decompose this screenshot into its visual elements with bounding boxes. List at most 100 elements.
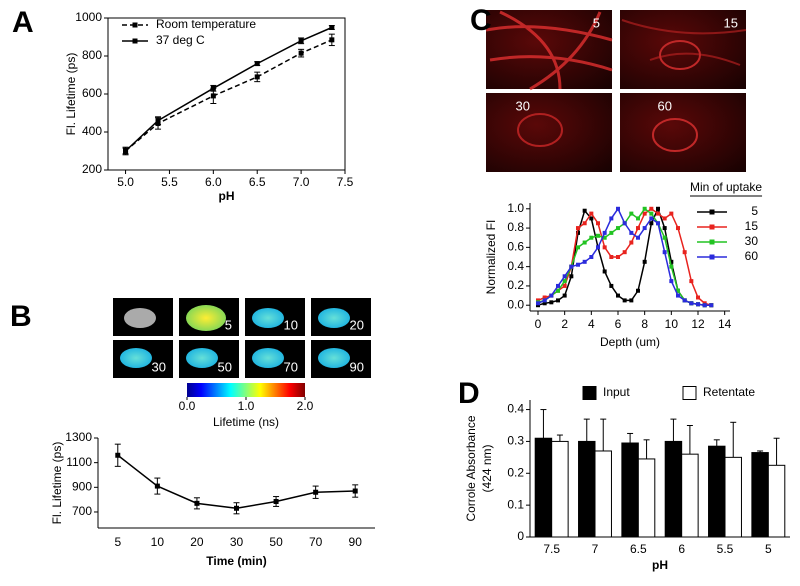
marker — [642, 259, 647, 264]
y-tick-label: 0.0 — [507, 297, 524, 311]
bar — [681, 453, 699, 538]
cell-shape — [120, 348, 152, 368]
marker — [702, 303, 707, 308]
y-axis-label: (424 nm) — [480, 444, 494, 492]
series-line — [117, 454, 356, 510]
legend-marker — [709, 224, 715, 230]
marker — [709, 303, 714, 308]
image-label: 10 — [284, 317, 298, 332]
marker — [636, 288, 640, 293]
cell-shape — [318, 348, 350, 368]
y-tick-label: 0.4 — [507, 259, 524, 273]
image-label: 90 — [350, 359, 364, 374]
marker — [549, 300, 554, 305]
x-tick-label: 4 — [588, 317, 595, 331]
legend-label: 30 — [745, 234, 759, 248]
marker — [254, 74, 260, 80]
y-tick-label: 200 — [82, 162, 102, 176]
marker — [696, 302, 700, 307]
x-tick-label: 7.0 — [293, 175, 310, 189]
bar — [551, 440, 569, 538]
marker — [549, 293, 554, 298]
marker — [582, 240, 587, 245]
marker — [154, 483, 160, 489]
image-label: 30 — [516, 98, 530, 113]
legend-label: 5 — [751, 204, 758, 218]
bar — [637, 458, 656, 538]
marker — [616, 293, 620, 298]
marker — [576, 245, 580, 250]
marker — [669, 264, 674, 269]
marker — [609, 230, 614, 235]
cell-outline — [485, 10, 613, 91]
legend-marker — [709, 209, 715, 215]
bar — [578, 440, 596, 538]
colorbar-label: Lifetime (ns) — [213, 415, 279, 429]
marker — [155, 118, 161, 124]
image-label: 60 — [658, 98, 672, 113]
bar — [594, 450, 612, 538]
marker — [562, 279, 567, 284]
marker — [542, 298, 547, 303]
marker — [562, 274, 567, 279]
legend-swatch — [582, 386, 597, 400]
marker — [602, 245, 607, 250]
cell-outline — [652, 118, 698, 152]
legend-label: 37 deg C — [156, 33, 205, 47]
bar — [708, 445, 726, 538]
y-axis-label: Fl. Lifetime (ps) — [50, 442, 64, 525]
y-tick-label: 0.8 — [507, 220, 524, 234]
marker — [629, 211, 634, 216]
x-tick-label: 5.5 — [717, 542, 734, 556]
marker — [662, 216, 667, 221]
x-tick-label: 6 — [615, 317, 622, 331]
image-label: 70 — [284, 359, 298, 374]
marker — [556, 288, 560, 293]
y-tick-label: 0.3 — [507, 434, 524, 448]
x-tick-label: 90 — [349, 535, 363, 549]
colorbar-tick-label: 2.0 — [297, 399, 314, 413]
marker — [542, 295, 547, 300]
y-tick-label: 0.1 — [507, 497, 524, 511]
y-axis-label: Corrole Absorbance — [464, 415, 478, 521]
marker — [609, 283, 614, 288]
y-tick-label: 0.6 — [507, 240, 524, 254]
marker — [313, 489, 319, 495]
marker — [589, 235, 594, 240]
colorbar-tick-label: 0.0 — [179, 399, 196, 413]
x-tick-label: 5 — [765, 542, 772, 556]
marker — [569, 274, 574, 279]
x-tick-label: 6.5 — [630, 542, 647, 556]
legend-marker — [132, 38, 138, 44]
x-tick-label: 12 — [691, 317, 705, 331]
micrograph — [620, 10, 746, 89]
marker — [656, 221, 660, 226]
marker — [676, 293, 680, 298]
cell-outline — [517, 113, 563, 147]
cell-shape — [186, 348, 218, 368]
marker — [602, 230, 607, 235]
legend-label: 15 — [745, 219, 759, 233]
marker — [329, 25, 335, 30]
marker — [352, 488, 358, 494]
marker — [589, 211, 594, 216]
marker — [649, 206, 654, 211]
colorbar-tick-label: 1.0 — [238, 399, 255, 413]
marker — [596, 221, 600, 226]
marker — [616, 255, 620, 259]
x-axis-label: pH — [652, 558, 668, 572]
x-tick-label: 6.0 — [205, 175, 222, 189]
marker — [622, 221, 627, 226]
marker — [622, 298, 627, 303]
marker — [669, 259, 674, 264]
image-label: 50 — [218, 359, 232, 374]
x-tick-label: 5.5 — [161, 175, 178, 189]
c-images: 5 15 30 60 — [485, 10, 747, 172]
bar — [751, 452, 769, 538]
marker — [676, 288, 680, 293]
x-tick-label: 7.5 — [543, 542, 560, 556]
marker — [556, 283, 560, 288]
marker — [576, 226, 580, 231]
y-tick-label: 600 — [82, 86, 102, 100]
